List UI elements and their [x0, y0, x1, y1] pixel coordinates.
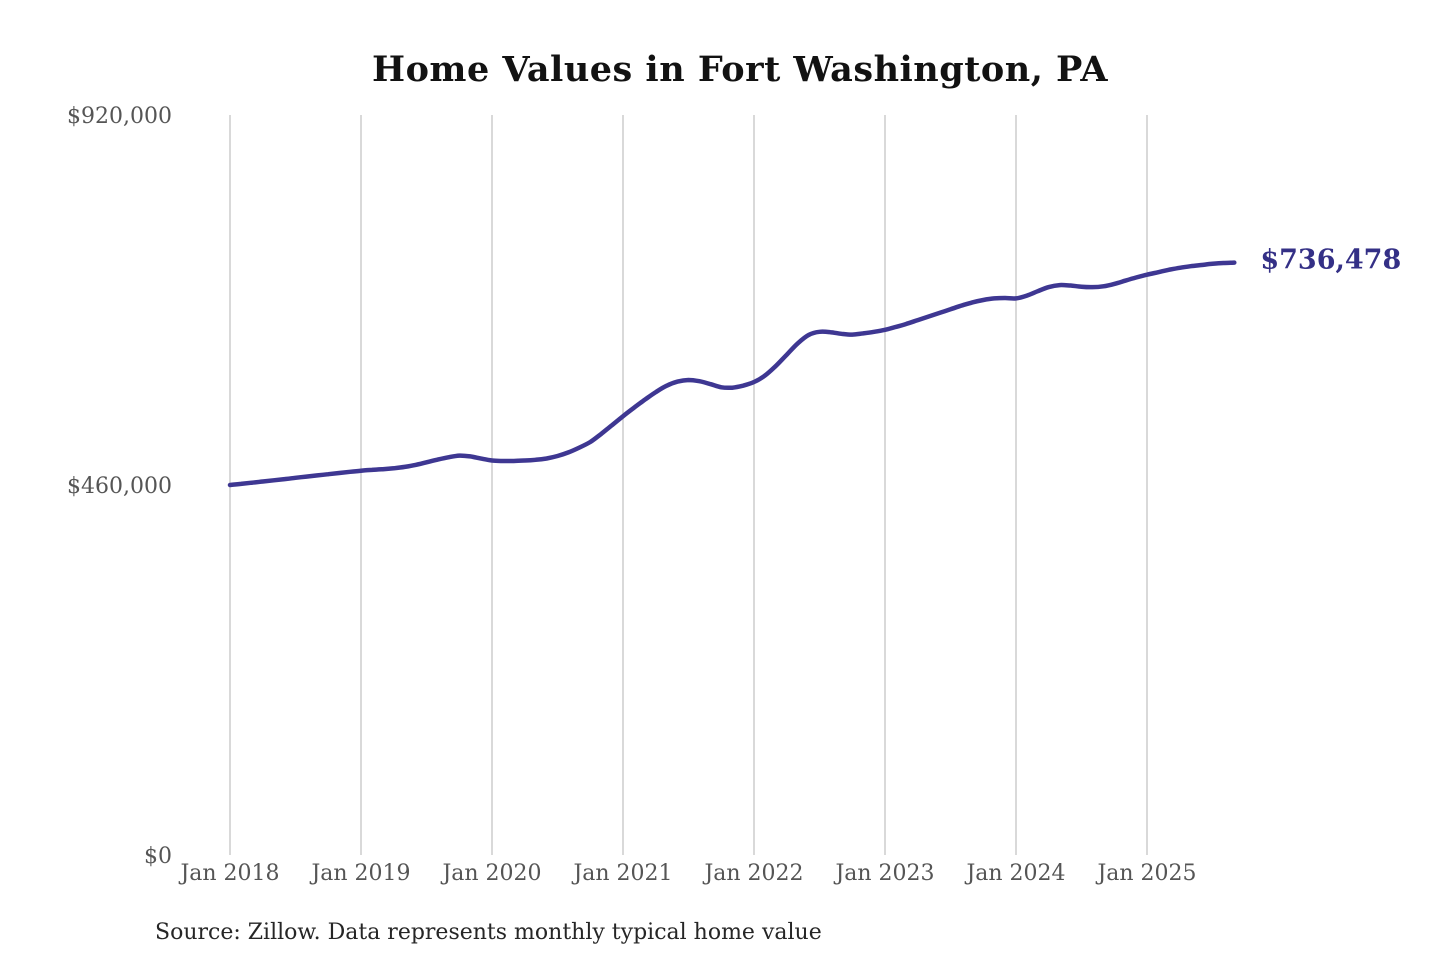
y-tick-label: $0: [144, 844, 172, 869]
gridlines: [229, 115, 1148, 855]
source-note: Source: Zillow. Data represents monthly …: [155, 920, 822, 945]
x-tick-label: Jan 2018: [178, 861, 279, 886]
x-tick-label: Jan 2019: [309, 861, 410, 886]
x-axis-tick-labels: Jan 2018 Jan 2019 Jan 2020 Jan 2021 Jan 2022…: [178, 861, 1196, 886]
chart-title: Home Values in Fort Washington, PA: [372, 49, 1108, 90]
home-value-line-series: [227, 260, 1237, 488]
y-axis-tick-labels: $0 $460,000 $920,000: [67, 104, 172, 869]
latest-value-label: $736,478: [1260, 245, 1401, 276]
y-tick-label: $920,000: [67, 104, 172, 129]
x-tick-label: Jan 2022: [702, 861, 803, 886]
x-tick-label: Jan 2025: [1095, 861, 1196, 886]
x-tick-label: Jan 2024: [964, 861, 1065, 886]
x-tick-label: Jan 2020: [440, 861, 541, 886]
x-tick-label: Jan 2023: [833, 861, 934, 886]
y-tick-label: $460,000: [67, 474, 172, 499]
x-tick-label: Jan 2021: [571, 861, 672, 886]
